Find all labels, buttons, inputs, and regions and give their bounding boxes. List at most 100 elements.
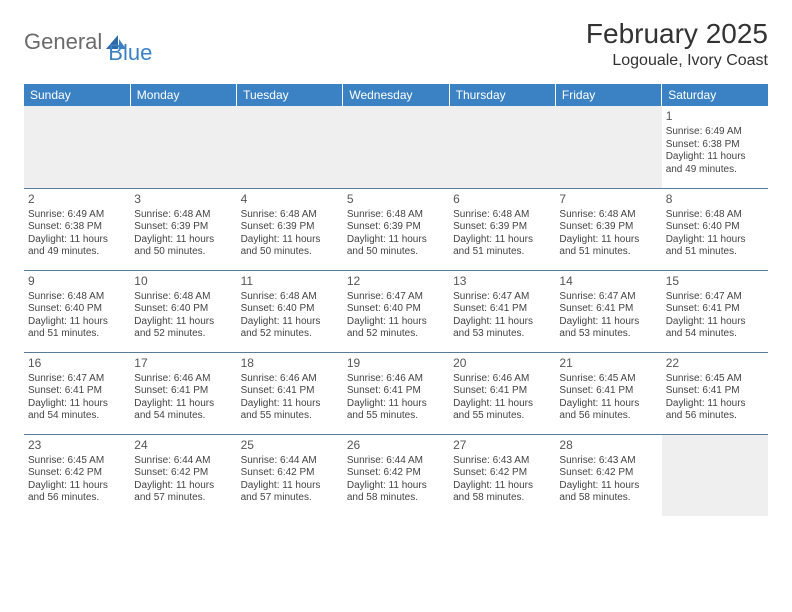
calendar-row: 1Sunrise: 6:49 AMSunset: 6:38 PMDaylight…: [24, 106, 768, 188]
col-monday: Monday: [130, 84, 236, 106]
sunset-line: Sunset: 6:42 PM: [559, 467, 657, 480]
sunrise-line: Sunrise: 6:46 AM: [134, 373, 232, 386]
daylight-line: Daylight: 11 hours and 51 minutes.: [453, 234, 551, 259]
daylight-line: Daylight: 11 hours and 58 minutes.: [559, 480, 657, 505]
sunset-line: Sunset: 6:42 PM: [28, 467, 126, 480]
logo: General Blue: [24, 18, 152, 66]
sunrise-line: Sunrise: 6:48 AM: [347, 209, 445, 222]
calendar-cell: 6Sunrise: 6:48 AMSunset: 6:39 PMDaylight…: [449, 188, 555, 270]
daylight-line: Daylight: 11 hours and 55 minutes.: [241, 398, 339, 423]
day-number: 18: [241, 356, 339, 371]
daylight-line: Daylight: 11 hours and 51 minutes.: [559, 234, 657, 259]
header: General Blue February 2025 Logouale, Ivo…: [24, 18, 768, 70]
daylight-line: Daylight: 11 hours and 55 minutes.: [347, 398, 445, 423]
daylight-line: Daylight: 11 hours and 52 minutes.: [134, 316, 232, 341]
calendar-cell: 2Sunrise: 6:49 AMSunset: 6:38 PMDaylight…: [24, 188, 130, 270]
calendar-cell: 17Sunrise: 6:46 AMSunset: 6:41 PMDayligh…: [130, 352, 236, 434]
daylight-line: Daylight: 11 hours and 56 minutes.: [28, 480, 126, 505]
sunset-line: Sunset: 6:42 PM: [134, 467, 232, 480]
sunset-line: Sunset: 6:41 PM: [347, 385, 445, 398]
day-number: 1: [666, 109, 764, 124]
sunset-line: Sunset: 6:41 PM: [28, 385, 126, 398]
calendar-cell: 12Sunrise: 6:47 AMSunset: 6:40 PMDayligh…: [343, 270, 449, 352]
daylight-line: Daylight: 11 hours and 55 minutes.: [453, 398, 551, 423]
calendar-cell: 4Sunrise: 6:48 AMSunset: 6:39 PMDaylight…: [237, 188, 343, 270]
sunrise-line: Sunrise: 6:43 AM: [453, 455, 551, 468]
sunrise-line: Sunrise: 6:48 AM: [28, 291, 126, 304]
day-number: 16: [28, 356, 126, 371]
daylight-line: Daylight: 11 hours and 58 minutes.: [347, 480, 445, 505]
daylight-line: Daylight: 11 hours and 58 minutes.: [453, 480, 551, 505]
sunset-line: Sunset: 6:39 PM: [134, 221, 232, 234]
sunrise-line: Sunrise: 6:44 AM: [347, 455, 445, 468]
daylight-line: Daylight: 11 hours and 50 minutes.: [347, 234, 445, 259]
daylight-line: Daylight: 11 hours and 54 minutes.: [28, 398, 126, 423]
daylight-line: Daylight: 11 hours and 52 minutes.: [347, 316, 445, 341]
day-number: 24: [134, 438, 232, 453]
calendar-cell: 24Sunrise: 6:44 AMSunset: 6:42 PMDayligh…: [130, 434, 236, 516]
day-number: 2: [28, 192, 126, 207]
day-number: 10: [134, 274, 232, 289]
calendar-cell: 27 Sunrise: 6:43 AMSunset: 6:42 PMDayligh…: [449, 434, 555, 516]
calendar-cell: 10Sunrise: 6:48 AMSunset: 6:40 PMDayligh…: [130, 270, 236, 352]
sunset-line: Sunset: 6:38 PM: [28, 221, 126, 234]
calendar-row: 2Sunrise: 6:49 AMSunset: 6:38 PMDaylight…: [24, 188, 768, 270]
sunrise-line: Sunrise: 6:44 AM: [134, 455, 232, 468]
calendar-cell: 22Sunrise: 6:45 AMSunset: 6:41 PMDayligh…: [662, 352, 768, 434]
sunrise-line: Sunrise: 6:48 AM: [666, 209, 764, 222]
calendar-cell: 15Sunrise: 6:47 AMSunset: 6:41 PMDayligh…: [662, 270, 768, 352]
sunset-line: Sunset: 6:41 PM: [666, 303, 764, 316]
day-number: 28: [559, 438, 657, 453]
day-number: 19: [347, 356, 445, 371]
sunrise-line: Sunrise: 6:47 AM: [666, 291, 764, 304]
calendar-cell: [662, 434, 768, 516]
day-number: 6: [453, 192, 551, 207]
day-number: 8: [666, 192, 764, 207]
calendar-cell: 1Sunrise: 6:49 AMSunset: 6:38 PMDaylight…: [662, 106, 768, 188]
calendar-cell: 8Sunrise: 6:48 AMSunset: 6:40 PMDaylight…: [662, 188, 768, 270]
day-number: 21: [559, 356, 657, 371]
calendar-cell: [449, 106, 555, 188]
sunrise-line: Sunrise: 6:48 AM: [134, 209, 232, 222]
day-number: 17: [134, 356, 232, 371]
calendar-row: 9Sunrise: 6:48 AMSunset: 6:40 PMDaylight…: [24, 270, 768, 352]
sunset-line: Sunset: 6:38 PM: [666, 139, 764, 152]
day-number: 13: [453, 274, 551, 289]
calendar-table: Sunday Monday Tuesday Wednesday Thursday…: [24, 84, 768, 516]
sunrise-line: Sunrise: 6:48 AM: [453, 209, 551, 222]
sunrise-line: Sunrise: 6:45 AM: [28, 455, 126, 468]
calendar-cell: [130, 106, 236, 188]
sunset-line: Sunset: 6:41 PM: [241, 385, 339, 398]
day-number: 27: [453, 438, 551, 453]
daylight-line: Daylight: 11 hours and 54 minutes.: [666, 316, 764, 341]
sunrise-line: Sunrise: 6:45 AM: [666, 373, 764, 386]
sunrise-line: Sunrise: 6:44 AM: [241, 455, 339, 468]
day-number: 25: [241, 438, 339, 453]
sunset-line: Sunset: 6:40 PM: [134, 303, 232, 316]
sunset-line: Sunset: 6:39 PM: [347, 221, 445, 234]
sunset-line: Sunset: 6:39 PM: [559, 221, 657, 234]
sunset-line: Sunset: 6:39 PM: [241, 221, 339, 234]
day-number: 22: [666, 356, 764, 371]
calendar-cell: 13Sunrise: 6:47 AMSunset: 6:41 PMDayligh…: [449, 270, 555, 352]
daylight-line: Daylight: 11 hours and 50 minutes.: [241, 234, 339, 259]
day-number: 12: [347, 274, 445, 289]
sunset-line: Sunset: 6:41 PM: [559, 303, 657, 316]
col-tuesday: Tuesday: [237, 84, 343, 106]
sunset-line: Sunset: 6:42 PM: [453, 467, 551, 480]
sunset-line: Sunset: 6:41 PM: [559, 385, 657, 398]
daylight-line: Daylight: 11 hours and 51 minutes.: [28, 316, 126, 341]
col-wednesday: Wednesday: [343, 84, 449, 106]
daylight-line: Daylight: 11 hours and 52 minutes.: [241, 316, 339, 341]
calendar-cell: 3Sunrise: 6:48 AMSunset: 6:39 PMDaylight…: [130, 188, 236, 270]
sunset-line: Sunset: 6:41 PM: [453, 385, 551, 398]
location-label: Logouale, Ivory Coast: [586, 52, 768, 70]
calendar-cell: 18Sunrise: 6:46 AMSunset: 6:41 PMDayligh…: [237, 352, 343, 434]
calendar-row: 16Sunrise: 6:47 AMSunset: 6:41 PMDayligh…: [24, 352, 768, 434]
calendar-cell: 11Sunrise: 6:48 AMSunset: 6:40 PMDayligh…: [237, 270, 343, 352]
sunset-line: Sunset: 6:40 PM: [28, 303, 126, 316]
daylight-line: Daylight: 11 hours and 56 minutes.: [559, 398, 657, 423]
sunset-line: Sunset: 6:41 PM: [666, 385, 764, 398]
daylight-line: Daylight: 11 hours and 53 minutes.: [453, 316, 551, 341]
sunrise-line: Sunrise: 6:46 AM: [453, 373, 551, 386]
